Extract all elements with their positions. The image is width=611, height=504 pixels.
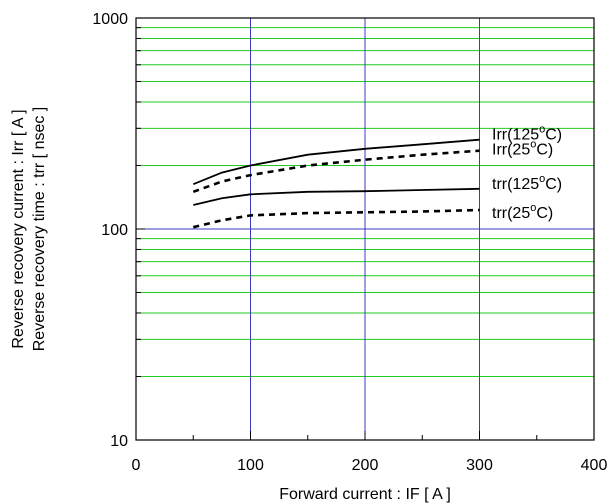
grid (136, 18, 594, 440)
series-lines (192, 138, 480, 229)
y-tick-label: 10 (110, 433, 128, 450)
series-label-irr-125: Irr(125oC) (492, 124, 562, 144)
series-label-trr-125: trr(125oC) (492, 173, 562, 193)
series-line-irr-25 (192, 149, 480, 194)
series-line-irr-125 (192, 138, 480, 186)
series-label-trr-25: trr(25oC) (492, 202, 553, 222)
x-tick-label: 0 (132, 457, 141, 474)
tick-labels: 10 100 1000 0 100 200 300 400 (92, 11, 607, 474)
y-axis-label-line2: Reverse recovery time : trr [ nsec ] (31, 107, 48, 352)
x-tick-label: 300 (466, 457, 493, 474)
x-axis-label: Forward current : IF [ A ] (279, 486, 451, 503)
y-tick-label: 100 (101, 222, 128, 239)
series-line-trr-25 (192, 208, 480, 229)
series-label-irr-25: Irr(25oC) (492, 139, 553, 159)
y-tick-label: 1000 (92, 11, 128, 28)
y-axis-label-line1: Reverse recovery current : Irr [ A ] (10, 109, 27, 348)
series-line-trr-125 (193, 187, 480, 206)
x-tick-label: 200 (352, 457, 379, 474)
x-tick-label: 100 (237, 457, 264, 474)
x-tick-label: 400 (581, 457, 608, 474)
ticks (135, 17, 595, 441)
series-labels: Irr(125oC)Irr(25oC) trr(125oC) trr(25oC) (492, 124, 562, 222)
